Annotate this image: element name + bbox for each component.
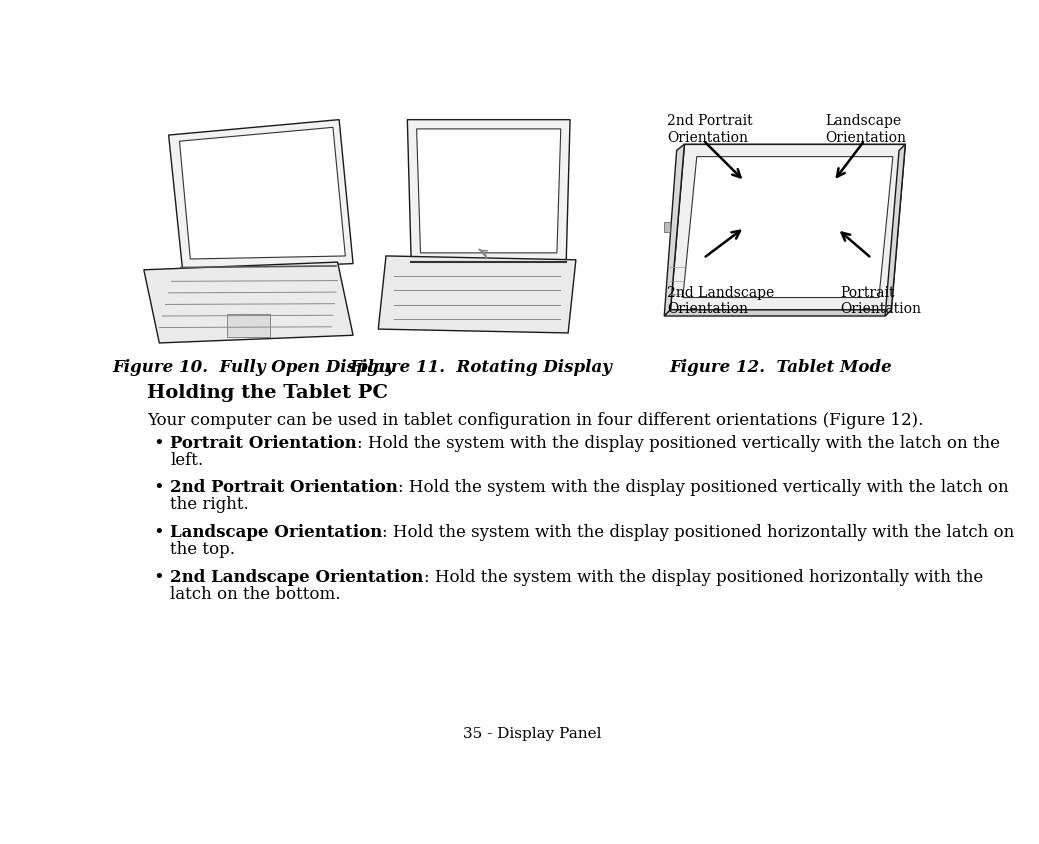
Text: 2nd Landscape
Orientation: 2nd Landscape Orientation [667, 286, 774, 316]
Text: latch on the bottom.: latch on the bottom. [170, 585, 341, 602]
Text: 2nd Portrait Orientation: 2nd Portrait Orientation [170, 479, 398, 496]
Text: Figure 10.  Fully Open Display: Figure 10. Fully Open Display [112, 359, 395, 376]
Text: Your computer can be used in tablet configuration in four different orientations: Your computer can be used in tablet conf… [146, 411, 924, 428]
Text: •: • [153, 435, 164, 452]
Polygon shape [885, 145, 905, 316]
Text: : Hold the system with the display positioned horizontally with the: : Hold the system with the display posit… [424, 568, 983, 585]
Text: 2nd Portrait
Orientation: 2nd Portrait Orientation [667, 114, 752, 144]
Polygon shape [664, 311, 891, 316]
Polygon shape [180, 128, 345, 260]
Text: Figure 12.  Tablet Mode: Figure 12. Tablet Mode [669, 359, 893, 376]
Polygon shape [664, 145, 685, 316]
Polygon shape [168, 121, 353, 270]
Text: •: • [153, 479, 164, 497]
Text: : Hold the system with the display positioned vertically with the latch on: : Hold the system with the display posit… [398, 479, 1009, 496]
Text: Portrait
Orientation: Portrait Orientation [841, 286, 922, 316]
Bar [228, 314, 270, 338]
Text: •: • [153, 523, 164, 542]
Polygon shape [670, 145, 905, 311]
Text: the right.: the right. [170, 495, 249, 513]
Polygon shape [143, 262, 353, 344]
Bar [664, 223, 670, 232]
Polygon shape [683, 158, 893, 298]
Text: : Hold the system with the display positioned vertically with the latch on the: : Hold the system with the display posit… [357, 435, 1000, 452]
Text: left.: left. [170, 452, 204, 468]
Text: 2nd Landscape Orientation: 2nd Landscape Orientation [170, 568, 424, 585]
Text: Holding the Tablet PC: Holding the Tablet PC [146, 383, 388, 402]
Polygon shape [378, 257, 576, 333]
Text: Landscape
Orientation: Landscape Orientation [825, 114, 906, 144]
Text: Figure 11.  Rotating Display: Figure 11. Rotating Display [349, 359, 612, 376]
Polygon shape [417, 130, 561, 253]
Text: 35 - Display Panel: 35 - Display Panel [463, 727, 602, 740]
Text: Landscape Orientation: Landscape Orientation [170, 523, 382, 540]
Text: : Hold the system with the display positioned horizontally with the latch on: : Hold the system with the display posit… [382, 523, 1015, 540]
Text: •: • [153, 568, 164, 586]
Polygon shape [407, 121, 570, 262]
Text: the top.: the top. [170, 540, 235, 557]
Text: Portrait Orientation: Portrait Orientation [170, 435, 357, 452]
